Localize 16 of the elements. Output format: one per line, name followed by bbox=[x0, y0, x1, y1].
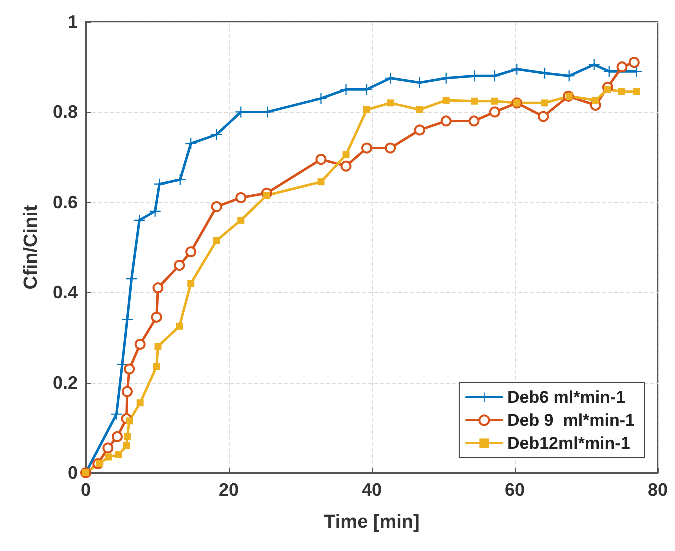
legend-label: Deb6 ml*min-1 bbox=[507, 388, 626, 407]
legend-label: Deb12ml*min-1 bbox=[507, 434, 630, 453]
x-tick-label: 20 bbox=[218, 480, 240, 500]
x-tick-label: 0 bbox=[80, 480, 92, 500]
y-tick-label: 0.2 bbox=[52, 372, 78, 393]
x-tick-label: 80 bbox=[648, 480, 668, 500]
y-tick-label: 0.8 bbox=[52, 102, 78, 122]
y-tick-label: 0.4 bbox=[52, 282, 78, 303]
x-axis-title: Time [min] bbox=[324, 512, 420, 533]
x-tick-label: 40 bbox=[362, 480, 382, 500]
y-tick-label: 0.6 bbox=[52, 192, 78, 212]
y-tick-label: 0 bbox=[68, 463, 78, 483]
x-tick-label: 60 bbox=[504, 480, 526, 500]
legend-label: Deb 9 ml*min-1 bbox=[507, 411, 636, 430]
y-tick-label: 1 bbox=[68, 12, 78, 32]
y-axis-title: Cfin/Cinit bbox=[21, 204, 42, 290]
